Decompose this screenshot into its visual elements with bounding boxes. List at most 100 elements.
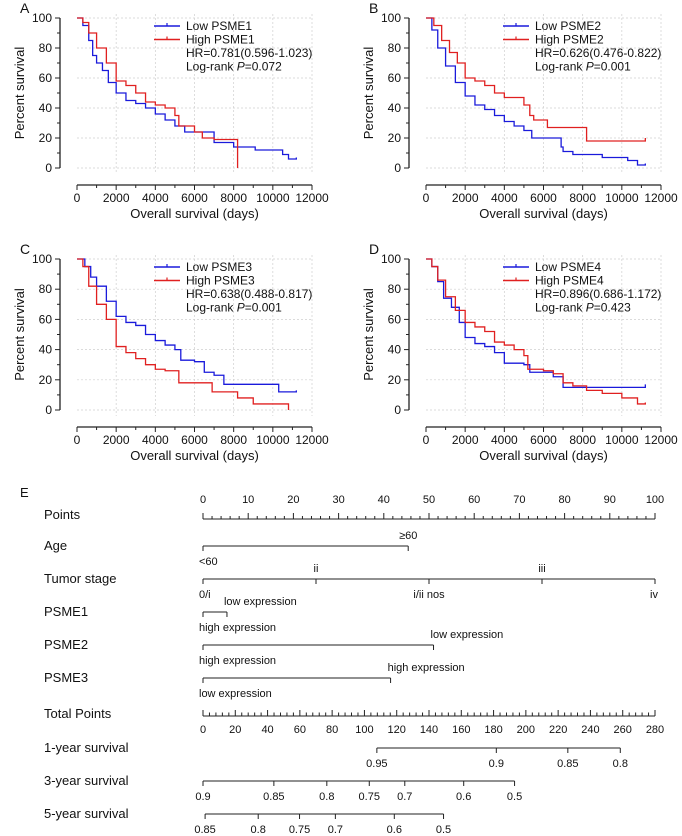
- x-tick-label: 8000: [220, 191, 247, 205]
- x-axis-label: Overall survival (days): [479, 206, 608, 221]
- y-axis-label: Percent survival: [12, 288, 27, 381]
- legend-label: High PSME2: [535, 33, 604, 47]
- row-label-points: Points: [44, 507, 81, 522]
- survival-tick-label: 0.85: [557, 758, 578, 770]
- survival-tick-label: 0.9: [489, 758, 504, 770]
- points-tick-label: 50: [423, 494, 435, 506]
- variable-level-label: low expression: [199, 688, 272, 700]
- survival-tick-label: 0.8: [251, 824, 266, 836]
- row-label-total-points: Total Points: [44, 706, 112, 721]
- hazard-ratio: HR=0.781(0.596-1.023): [186, 46, 312, 60]
- x-tick-label: 6000: [181, 433, 208, 447]
- total-points-tick-label: 60: [294, 724, 306, 736]
- y-tick-label: 60: [39, 71, 53, 85]
- log-rank-p: Log-rank P=0.072: [186, 60, 282, 74]
- total-points-tick-label: 200: [517, 724, 535, 736]
- y-tick-label: 100: [381, 252, 401, 266]
- x-tick-label: 12000: [295, 191, 329, 205]
- points-tick-label: 20: [287, 494, 299, 506]
- x-axis-label: Overall survival (days): [130, 206, 259, 221]
- variable-level-label: iii: [538, 563, 545, 575]
- panel-label: D: [369, 241, 379, 257]
- x-tick-label: 2000: [452, 191, 479, 205]
- survival-curve-high: [77, 17, 239, 168]
- x-tick-label: 4000: [142, 433, 169, 447]
- x-tick-label: 6000: [530, 191, 557, 205]
- p-symbol: P: [237, 60, 245, 74]
- row-label: Tumor stage: [44, 571, 117, 586]
- y-tick-label: 0: [394, 403, 401, 417]
- total-points-tick-label: 240: [581, 724, 599, 736]
- panel-label: C: [20, 241, 30, 257]
- variable-level-label: ii: [314, 563, 319, 575]
- x-tick-label: 2000: [452, 433, 479, 447]
- km-panel-c: C 0 20 40 60 80 100 0 2000 4000 6000 8000 10000 12000…: [12, 241, 329, 463]
- log-rank-label: Log-rank: [186, 301, 237, 315]
- row-label: PSME3: [44, 670, 88, 685]
- survival-tick-label: 0.8: [613, 758, 628, 770]
- survival-curve-low: [77, 17, 297, 160]
- p-symbol: P: [237, 301, 245, 315]
- total-points-tick-label: 0: [200, 724, 206, 736]
- y-tick-label: 0: [45, 161, 52, 175]
- legend-label: Low PSME3: [186, 260, 252, 274]
- p-value: =0.072: [245, 60, 282, 74]
- y-tick-label: 20: [388, 373, 402, 387]
- y-tick-label: 100: [381, 11, 401, 25]
- y-tick-label: 60: [39, 312, 53, 326]
- y-tick-label: 60: [388, 312, 402, 326]
- y-tick-label: 60: [388, 71, 402, 85]
- y-axis-label: Percent survival: [12, 47, 27, 140]
- survival-tick-label: 0.6: [387, 824, 402, 836]
- y-tick-label: 20: [39, 373, 53, 387]
- p-value: =0.001: [245, 301, 282, 315]
- x-tick-label: 10000: [605, 191, 639, 205]
- total-points-tick-label: 280: [646, 724, 664, 736]
- variable-level-label: high expression: [388, 662, 465, 674]
- total-points-tick-label: 140: [420, 724, 438, 736]
- y-tick-label: 40: [39, 101, 53, 115]
- points-tick-label: 70: [513, 494, 525, 506]
- p-value: =0.423: [594, 301, 631, 315]
- x-tick-label: 4000: [491, 191, 518, 205]
- points-tick-label: 10: [242, 494, 254, 506]
- nomogram: E Points 0 10 20 30 40 50 60 70 80 90 100 Age <60 ≥60 Tu…: [20, 485, 664, 836]
- variable-level-label: iv: [650, 589, 658, 601]
- x-tick-label: 12000: [644, 433, 678, 447]
- survival-curve-low: [426, 17, 646, 166]
- points-tick-label: 30: [332, 494, 344, 506]
- log-rank-p: Log-rank P=0.001: [535, 60, 631, 74]
- x-tick-label: 12000: [295, 433, 329, 447]
- survival-tick-label: 0.8: [319, 791, 334, 803]
- y-tick-label: 80: [39, 41, 53, 55]
- survival-tick-label: 0.85: [263, 791, 284, 803]
- y-tick-label: 100: [32, 11, 52, 25]
- points-tick-label: 90: [604, 494, 616, 506]
- row-label: 1-year survival: [44, 740, 129, 755]
- hazard-ratio: HR=0.626(0.476-0.822): [535, 46, 661, 60]
- km-panel-a: A 0 20 40 60 80 100 0 2000 4000 6000 8000 10000 12000…: [12, 0, 329, 221]
- points-tick-label: 80: [558, 494, 570, 506]
- survival-tick-label: 0.7: [328, 824, 343, 836]
- x-tick-label: 8000: [569, 191, 596, 205]
- legend-label: High PSME3: [186, 274, 255, 288]
- total-points-tick-label: 20: [229, 724, 241, 736]
- x-tick-label: 0: [423, 191, 430, 205]
- points-tick-label: 0: [200, 494, 206, 506]
- variable-level-label: i/ii nos: [413, 589, 445, 601]
- y-tick-label: 0: [394, 161, 401, 175]
- row-label: 3-year survival: [44, 773, 129, 788]
- total-points-tick-label: 100: [355, 724, 373, 736]
- total-points-tick-label: 260: [614, 724, 632, 736]
- x-tick-label: 6000: [530, 433, 557, 447]
- y-tick-label: 80: [388, 41, 402, 55]
- variable-level-label: <60: [199, 556, 218, 568]
- x-tick-label: 0: [74, 433, 81, 447]
- km-panel-d: D 0 20 40 60 80 100 0 2000 4000 6000 8000 10000 12000…: [361, 241, 678, 463]
- row-label: Age: [44, 538, 67, 553]
- legend-label: High PSME4: [535, 274, 604, 288]
- variable-level-label: ≥60: [399, 530, 417, 542]
- variable-level-label: 0/i: [199, 589, 211, 601]
- p-symbol: P: [586, 301, 594, 315]
- legend-label: High PSME1: [186, 33, 255, 47]
